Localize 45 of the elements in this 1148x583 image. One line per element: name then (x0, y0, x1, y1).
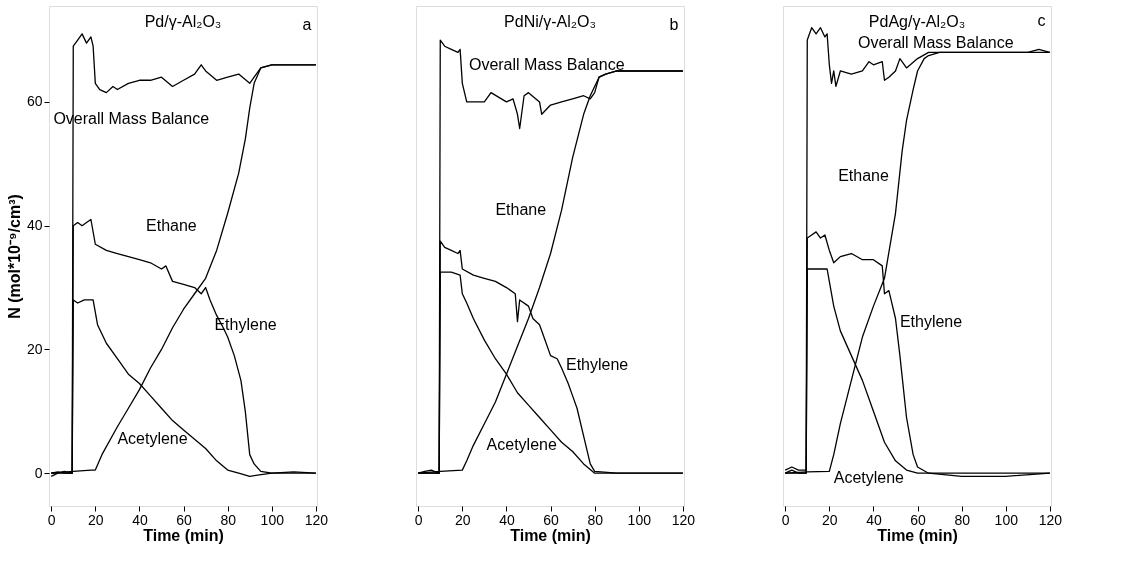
x-tick-label: 100 (260, 511, 285, 528)
x-tick-label: 60 (176, 511, 193, 528)
x-tick-label: 80 (587, 511, 604, 528)
x-tick-label: 80 (220, 511, 237, 528)
annotation: Ethane (838, 167, 889, 185)
annotation: c (1037, 12, 1046, 30)
annotation: Ethane (495, 201, 547, 219)
x-tick-label: 0 (781, 511, 790, 528)
annotation: Ethylene (565, 355, 629, 373)
annotation: Acetylene (486, 436, 557, 454)
x-tick-label: 60 (910, 511, 927, 528)
y-tick-label: 60 (26, 93, 43, 110)
annotation: Acetylene (833, 469, 905, 487)
x-tick-label: 20 (822, 511, 838, 528)
x-tick-label: 100 (994, 511, 1019, 528)
x-axis-title: Time (min) (510, 526, 591, 544)
y-tick-label: 0 (34, 464, 43, 481)
x-tick-label: 100 (627, 511, 652, 528)
x-tick-label: 40 (132, 511, 148, 528)
annotation: Overall Mass Balance (468, 55, 625, 73)
chart-title: PdAg/γ-Al₂O₃ (868, 13, 966, 30)
x-tick-label: 120 (1038, 511, 1063, 528)
x-tick-label: 120 (304, 511, 329, 528)
chart-title: Pd/γ-Al₂O₃ (144, 13, 222, 30)
x-tick-label: 0 (47, 511, 56, 528)
x-tick-label: 80 (954, 511, 971, 528)
x-tick-label: 40 (866, 511, 882, 528)
annotation: Acetylene (117, 430, 188, 448)
x-tick-label: 60 (543, 511, 560, 528)
y-axis-title: N (mol*10⁻⁹/cm³) (5, 194, 23, 319)
chart-title: PdNi/γ-Al₂O₃ (504, 13, 596, 30)
y-tick-label: 20 (26, 340, 43, 357)
annotation: Ethylene (899, 312, 963, 330)
y-tick-label: 40 (26, 217, 43, 234)
annotation: b (669, 15, 679, 33)
x-tick-label: 20 (455, 511, 471, 528)
annotation: a (302, 15, 312, 33)
x-tick-label: 120 (671, 511, 696, 528)
annotation: Overall Mass Balance (858, 34, 1014, 52)
x-axis-title: Time (min) (143, 526, 224, 544)
annotation: Ethane (146, 216, 197, 234)
x-tick-label: 0 (414, 511, 423, 528)
x-tick-label: 20 (88, 511, 104, 528)
x-axis-title: Time (min) (877, 526, 958, 544)
x-tick-label: 40 (499, 511, 515, 528)
